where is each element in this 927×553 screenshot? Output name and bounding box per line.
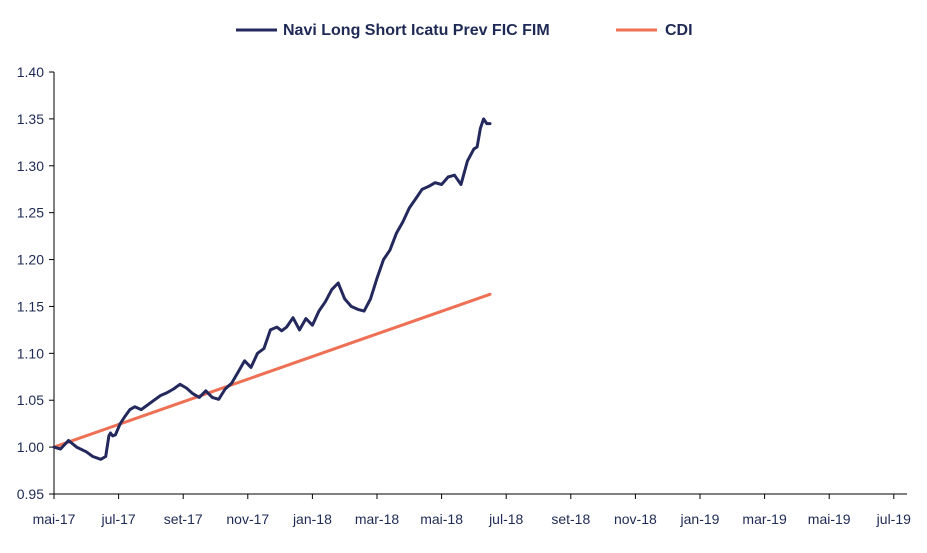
y-axis-ticks: 0.95 1.00 1.05 1.10 1.15 1.20 1.25 1.30 1.35 1.40	[17, 64, 54, 502]
x-axis-ticks: mai-17 jul-17 set-17 nov-17 jan-18 mar-18 mai-…	[33, 494, 911, 527]
x-tick-label: mar-19	[742, 511, 787, 527]
y-tick-label: 1.15	[17, 298, 44, 314]
series-line-cdi	[52, 292, 492, 449]
x-tick-label: jul-18	[488, 511, 523, 527]
x-tick-label: jan-18	[292, 511, 332, 527]
y-tick-label: 1.30	[17, 158, 44, 174]
x-tick-label: jul-17	[100, 511, 135, 527]
y-tick-label: 1.05	[17, 392, 44, 408]
legend-label-fund: Navi Long Short Icatu Prev FIC FIM	[283, 22, 550, 39]
series-layer	[52, 117, 492, 461]
x-tick-label: jul-19	[876, 511, 911, 527]
x-tick-label: mai-19	[808, 511, 851, 527]
y-tick-label: 1.00	[17, 439, 44, 455]
legend: Navi Long Short Icatu Prev FIC FIM CDI	[236, 22, 693, 39]
x-tick-label: set-17	[164, 511, 203, 527]
y-tick-label: 1.20	[17, 252, 44, 268]
x-tick-label: mai-17	[33, 511, 76, 527]
y-tick-label: 1.10	[17, 345, 44, 361]
x-tick-label: nov-17	[226, 511, 269, 527]
x-tick-label: set-18	[551, 511, 590, 527]
x-tick-label: mar-18	[355, 511, 400, 527]
legend-label-cdi: CDI	[665, 22, 693, 39]
y-tick-label: 1.25	[17, 205, 44, 221]
x-tick-label: mai-18	[420, 511, 463, 527]
y-tick-label: 1.35	[17, 111, 44, 127]
x-tick-label: jan-19	[680, 511, 720, 527]
y-tick-label: 0.95	[17, 486, 44, 502]
y-tick-label: 1.40	[17, 64, 44, 80]
series-line-fund	[52, 117, 492, 461]
x-tick-label: nov-18	[614, 511, 657, 527]
